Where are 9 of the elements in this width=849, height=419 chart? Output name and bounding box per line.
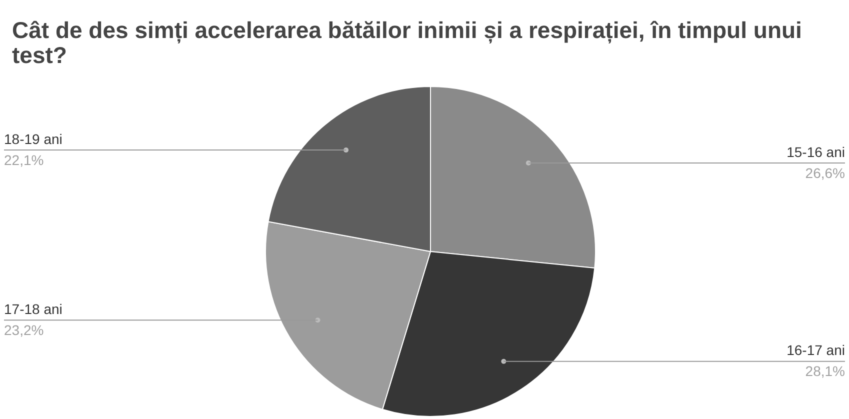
slice-label: 16-17 ani (786, 342, 845, 358)
data-label: 23,2% (4, 322, 44, 338)
slice-label: 18-19 ani (4, 130, 62, 147)
slice-label: 17-18 ani (4, 300, 62, 317)
chart-title: Cât de des simți accelerarea bătăilor inimii și a respirației, în timpul unui test? (12, 17, 803, 68)
data-label: 26,6% (805, 164, 845, 181)
data-label: 22,1% (4, 152, 44, 168)
slice-label: 15-16 ani (786, 144, 845, 160)
data-label: 28,1% (805, 363, 845, 380)
